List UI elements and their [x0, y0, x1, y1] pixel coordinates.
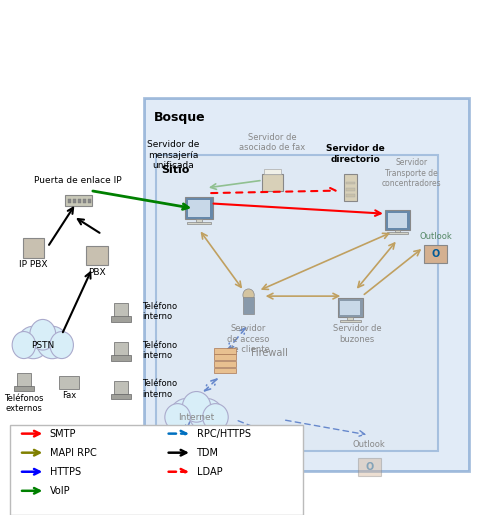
- Text: RPC/HTTPS: RPC/HTTPS: [196, 428, 250, 439]
- Text: HTTPS: HTTPS: [50, 467, 81, 477]
- Ellipse shape: [203, 404, 228, 431]
- Bar: [387, 232, 408, 234]
- Text: Firewall: Firewall: [251, 348, 288, 358]
- Bar: [214, 361, 236, 367]
- Bar: [346, 188, 355, 191]
- Text: Servidor
de acceso
de cliente: Servidor de acceso de cliente: [228, 324, 270, 354]
- Bar: [87, 246, 108, 265]
- Text: Servidor de
mensajería
unificada: Servidor de mensajería unificada: [147, 140, 199, 170]
- Bar: [264, 168, 281, 174]
- Bar: [144, 98, 468, 471]
- Bar: [346, 182, 355, 184]
- Ellipse shape: [189, 399, 223, 431]
- Bar: [187, 222, 211, 224]
- Bar: [338, 298, 363, 317]
- Text: SMTP: SMTP: [50, 428, 76, 439]
- Circle shape: [243, 289, 254, 301]
- Bar: [264, 461, 285, 478]
- Text: Bosque: Bosque: [154, 111, 206, 124]
- Bar: [180, 470, 189, 484]
- Bar: [196, 219, 202, 222]
- Ellipse shape: [170, 399, 204, 431]
- Ellipse shape: [37, 327, 68, 358]
- Ellipse shape: [50, 332, 74, 358]
- Bar: [111, 393, 131, 399]
- Bar: [179, 464, 190, 487]
- Text: Outlook
Web App: Outlook Web App: [256, 440, 293, 460]
- Bar: [188, 200, 210, 217]
- Bar: [68, 199, 71, 203]
- Bar: [65, 195, 91, 206]
- Bar: [156, 154, 438, 451]
- Bar: [14, 386, 34, 391]
- Bar: [344, 174, 357, 201]
- Bar: [111, 316, 131, 322]
- Text: O: O: [431, 249, 440, 259]
- Bar: [83, 199, 86, 203]
- Text: PBX: PBX: [88, 268, 106, 277]
- Bar: [388, 213, 407, 228]
- Text: Outlook: Outlook: [353, 440, 386, 449]
- Bar: [243, 297, 254, 314]
- Text: PSTN: PSTN: [31, 340, 54, 350]
- Text: MAPI RPC: MAPI RPC: [50, 448, 97, 458]
- Text: VoIP: VoIP: [50, 486, 70, 496]
- Text: Teléfonos
externos: Teléfonos externos: [4, 394, 43, 414]
- Bar: [346, 194, 355, 197]
- Text: Sitio: Sitio: [161, 165, 189, 175]
- Text: Fax: Fax: [62, 391, 76, 400]
- Ellipse shape: [182, 391, 211, 422]
- Bar: [424, 245, 447, 263]
- Bar: [385, 210, 410, 230]
- Bar: [111, 355, 131, 360]
- Bar: [22, 238, 44, 258]
- Bar: [340, 301, 360, 315]
- Bar: [261, 175, 283, 191]
- Bar: [348, 317, 353, 320]
- Text: Servidor de
asociado de fax: Servidor de asociado de fax: [239, 132, 305, 152]
- Text: Teléfono
interno: Teléfono interno: [142, 340, 177, 360]
- Text: IP PBX: IP PBX: [19, 260, 48, 269]
- Bar: [17, 373, 31, 387]
- Text: Puerta de enlace IP: Puerta de enlace IP: [34, 177, 122, 185]
- Text: Teléfono
interno: Teléfono interno: [142, 302, 177, 321]
- Bar: [214, 368, 236, 373]
- Text: O: O: [365, 462, 373, 472]
- Text: TDM: TDM: [196, 448, 218, 458]
- Bar: [114, 342, 128, 356]
- Bar: [395, 230, 401, 232]
- Bar: [358, 458, 381, 476]
- Bar: [59, 376, 79, 389]
- Text: Servidor
Transporte de
concentradores: Servidor Transporte de concentradores: [382, 158, 442, 188]
- Bar: [340, 320, 361, 322]
- Bar: [78, 199, 81, 203]
- Text: Servidor de
directorio: Servidor de directorio: [326, 144, 384, 164]
- Bar: [88, 199, 91, 203]
- Bar: [73, 199, 76, 203]
- Text: Servidor de
buzones: Servidor de buzones: [333, 324, 381, 344]
- Bar: [214, 354, 236, 360]
- Bar: [214, 348, 236, 354]
- Ellipse shape: [18, 327, 49, 358]
- Ellipse shape: [30, 319, 56, 350]
- Text: Outlook: Outlook: [419, 232, 452, 241]
- Ellipse shape: [165, 404, 190, 431]
- Text: Teléfono
interno: Teléfono interno: [142, 379, 177, 399]
- Text: LDAP: LDAP: [196, 467, 222, 477]
- Bar: [185, 197, 213, 219]
- Ellipse shape: [12, 332, 35, 358]
- Bar: [10, 425, 303, 515]
- Bar: [114, 381, 128, 394]
- Bar: [114, 303, 128, 317]
- Text: Internet: Internet: [178, 413, 215, 422]
- Text: Exchange
ActiveSync: Exchange ActiveSync: [162, 440, 208, 460]
